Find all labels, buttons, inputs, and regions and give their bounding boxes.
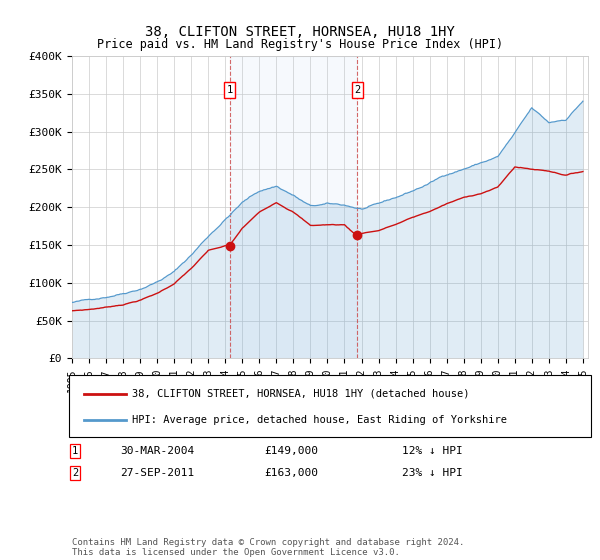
Text: 12% ↓ HPI: 12% ↓ HPI bbox=[402, 446, 463, 456]
Text: 23% ↓ HPI: 23% ↓ HPI bbox=[402, 468, 463, 478]
Text: 27-SEP-2011: 27-SEP-2011 bbox=[120, 468, 194, 478]
Text: £149,000: £149,000 bbox=[264, 446, 318, 456]
Text: 1: 1 bbox=[226, 85, 233, 95]
Text: 30-MAR-2004: 30-MAR-2004 bbox=[120, 446, 194, 456]
Text: 2: 2 bbox=[354, 85, 361, 95]
Text: 1: 1 bbox=[72, 446, 78, 456]
Bar bbox=[230, 56, 357, 358]
Text: 2: 2 bbox=[72, 468, 78, 478]
Text: Price paid vs. HM Land Registry's House Price Index (HPI): Price paid vs. HM Land Registry's House … bbox=[97, 38, 503, 51]
Text: 38, CLIFTON STREET, HORNSEA, HU18 1HY (detached house): 38, CLIFTON STREET, HORNSEA, HU18 1HY (d… bbox=[132, 389, 470, 399]
Text: £163,000: £163,000 bbox=[264, 468, 318, 478]
Text: Contains HM Land Registry data © Crown copyright and database right 2024.
This d: Contains HM Land Registry data © Crown c… bbox=[72, 538, 464, 557]
Text: HPI: Average price, detached house, East Riding of Yorkshire: HPI: Average price, detached house, East… bbox=[132, 415, 507, 425]
Text: 38, CLIFTON STREET, HORNSEA, HU18 1HY: 38, CLIFTON STREET, HORNSEA, HU18 1HY bbox=[145, 25, 455, 39]
